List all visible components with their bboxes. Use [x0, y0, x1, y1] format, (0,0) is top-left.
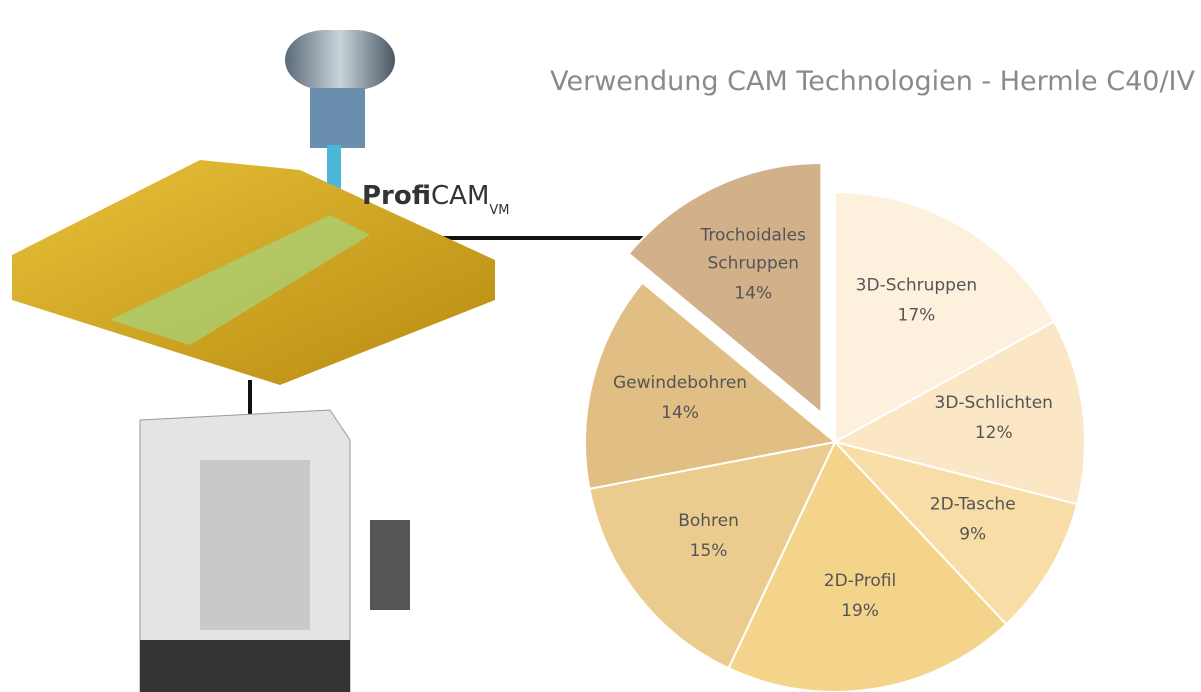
chart-title: Verwendung CAM Technologien - Hermle C40… — [550, 66, 1195, 97]
slice-label-line: Bohren — [678, 511, 739, 531]
slice-label: 3D-Schruppen — [856, 275, 978, 295]
slice-label-line: Gewindebohren — [613, 373, 747, 393]
value-label: 14% — [734, 283, 772, 303]
slice-label: Gewindebohren — [613, 373, 747, 393]
illustration: ProfiCAMVM — [12, 30, 645, 692]
control-panel — [370, 520, 410, 610]
slice-label-line: 2D-Profil — [824, 571, 896, 591]
spindle — [285, 30, 395, 90]
slice-label: 2D-Tasche — [930, 494, 1016, 514]
slice-label-line: Trochoidales — [700, 225, 807, 245]
slice-label: 2D-Profil — [824, 571, 896, 591]
value-label: 9% — [959, 524, 986, 544]
value-label: 12% — [975, 423, 1013, 443]
slice-label: 3D-Schlichten — [935, 393, 1053, 413]
slice-label-line: 3D-Schlichten — [935, 393, 1053, 413]
value-label: 17% — [898, 305, 936, 325]
value-label: 14% — [661, 403, 699, 423]
spindle — [310, 88, 365, 148]
slice-label-line: Schruppen — [708, 253, 800, 273]
slice-label-line: 3D-Schruppen — [856, 275, 978, 295]
page: ProfiCAMVM Verwendung CAM Technologien -… — [0, 0, 1201, 692]
value-label: 15% — [690, 541, 728, 561]
machine-base — [140, 640, 350, 692]
machine — [200, 460, 310, 630]
slice-label-line: 2D-Tasche — [930, 494, 1016, 514]
value-label: 19% — [841, 601, 879, 621]
slice-label: Bohren — [678, 511, 739, 531]
